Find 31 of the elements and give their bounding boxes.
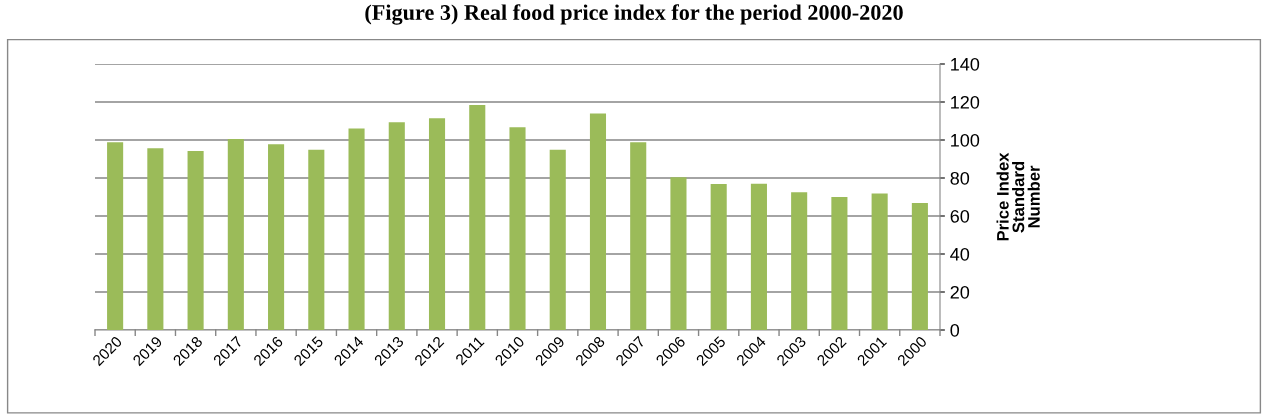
bar [428, 118, 446, 330]
chart-title: (Figure 3) Real food price index for the period 2000-2020 [365, 4, 903, 25]
y-tick-label: 100 [951, 133, 980, 147]
bar [308, 149, 325, 330]
y-tick-label: 140 [951, 57, 980, 71]
bar [388, 122, 405, 330]
y-tick-label: 80 [950, 171, 970, 185]
bar [348, 128, 365, 330]
bar [630, 142, 647, 330]
bar [871, 193, 888, 330]
bar [670, 177, 687, 330]
bar [107, 142, 124, 330]
bar [911, 203, 928, 330]
y-axis-title: Price Index Standard Number [996, 152, 1040, 241]
bar [147, 148, 164, 330]
bar [268, 144, 285, 330]
bar [791, 192, 808, 330]
bar [469, 105, 486, 330]
bar [549, 149, 566, 330]
y-tick-label: 40 [950, 247, 970, 261]
y-tick-label: 120 [951, 95, 980, 109]
bar [589, 113, 607, 330]
bar [831, 197, 848, 330]
bar [750, 183, 767, 330]
bar [187, 151, 204, 330]
bar [509, 127, 526, 330]
bar [710, 184, 727, 330]
y-tick-label: 20 [950, 285, 970, 299]
bar [227, 139, 244, 330]
y-tick-label: 0 [950, 323, 960, 337]
y-tick-label: 60 [950, 209, 970, 223]
